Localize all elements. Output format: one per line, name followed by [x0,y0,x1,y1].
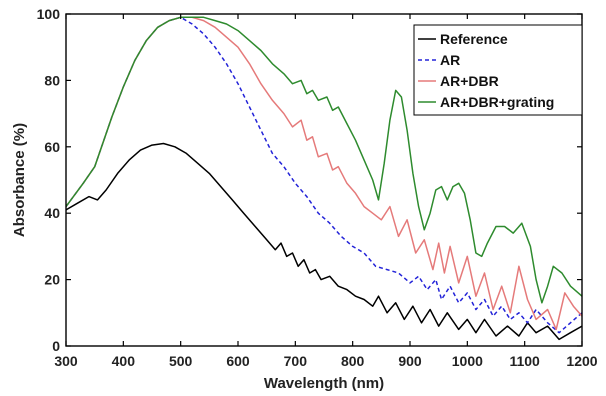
x-tick-label: 1200 [566,353,597,369]
plot-area: 300 400 500 600 700 800 900 1000 1100 1200 0 20 40 6… [37,6,598,369]
series-line-ar-dbr-grating [65,16,583,304]
plot-frame [65,13,583,347]
y-tick-label: 80 [44,72,60,88]
series-layer [65,16,583,341]
legend-label: AR+DBR+grating [440,94,554,110]
x-tick-label: 900 [398,353,422,369]
y-tick-label: 60 [44,139,60,155]
x-tick-label: 700 [284,353,308,369]
x-tick-label: 1100 [509,353,540,369]
x-tick-label: 300 [54,353,78,369]
x-tick-label: 400 [112,353,136,369]
legend: Reference AR AR+DBR AR+DBR+grating [413,24,583,116]
x-tick-label: 800 [341,353,365,369]
series-line-ar [65,16,583,334]
legend-label: Reference [440,31,508,47]
legend-label: AR+DBR [440,73,499,89]
x-tick-label: 600 [226,353,250,369]
x-axis: 300 400 500 600 700 800 900 1000 1100 1200 [54,14,598,369]
legend-box [413,24,583,116]
x-tick-label: 500 [169,353,193,369]
y-axis-title: Absorbance (%) [11,123,28,237]
x-tick-label: 1000 [452,353,483,369]
legend-label: AR [440,52,460,68]
y-tick-label: 40 [44,205,60,221]
y-axis: 0 20 40 60 80 100 [37,6,582,354]
x-axis-title: Wavelength (nm) [264,375,384,392]
series-line-reference [65,142,583,341]
y-tick-label: 20 [44,272,60,288]
y-tick-label: 100 [37,6,61,22]
y-tick-label: 0 [52,338,60,354]
